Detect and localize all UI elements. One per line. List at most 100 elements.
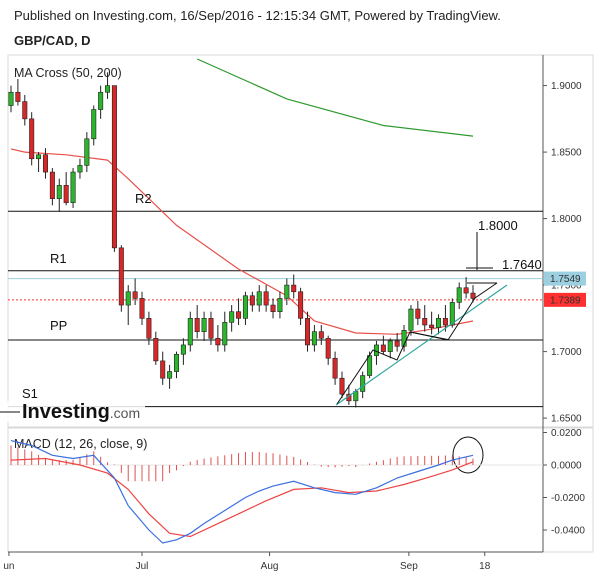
macd-lines — [10, 440, 474, 544]
candle — [167, 364, 173, 389]
candle — [249, 291, 255, 312]
candle — [29, 112, 35, 166]
price-tick-label: 1.9000 — [551, 81, 582, 92]
candle — [77, 158, 83, 179]
candle-body — [160, 360, 166, 379]
candle-body — [270, 304, 276, 312]
candle-body — [236, 311, 242, 319]
candle-body — [463, 287, 469, 294]
macd-main-line — [10, 440, 474, 544]
candle-body — [70, 171, 76, 203]
candle-body — [49, 171, 55, 199]
macd-tick-label: -0.0400 — [551, 526, 585, 537]
macd-tick-label: 0.0000 — [551, 461, 582, 472]
candle-body — [146, 318, 152, 339]
price-tick-label: 1.8500 — [551, 148, 582, 159]
candle-body — [153, 337, 159, 362]
candle-body — [470, 292, 476, 299]
time-axis-ticks: un Jul Aug Sep 18 — [3, 552, 491, 572]
candle — [422, 305, 428, 332]
candle-body — [167, 371, 173, 379]
candle-body — [422, 318, 428, 326]
candle-body — [449, 302, 455, 326]
candle — [456, 282, 462, 310]
candle-body — [84, 138, 90, 166]
candle — [470, 285, 476, 303]
candle-body — [380, 344, 386, 352]
candle — [277, 291, 283, 319]
candle — [298, 287, 304, 325]
macd-cross-circle — [452, 436, 484, 474]
candle — [139, 291, 145, 325]
candle — [373, 340, 379, 365]
candle — [132, 278, 138, 306]
candle-body — [387, 340, 393, 352]
level-r2-label: R2 — [135, 191, 152, 206]
price-axis-ticks: 1.9000 1.8500 1.8000 1.7500 1.7000 1.6500 — [543, 81, 582, 425]
annotation-drawings — [335, 232, 508, 474]
candle — [291, 274, 297, 299]
candle-body — [277, 298, 283, 312]
candle-body — [291, 284, 297, 293]
candle — [42, 148, 48, 179]
ma-cross-label: MA Cross (50, 200) — [14, 66, 122, 80]
candle-body — [298, 291, 304, 319]
candle-body — [201, 318, 207, 332]
price-label-1-7549: 1.7549 — [550, 274, 581, 285]
candle — [387, 338, 393, 359]
candle — [8, 85, 14, 113]
candle — [56, 178, 62, 212]
candle — [105, 72, 111, 99]
candlestick-series — [8, 72, 476, 408]
candle — [394, 332, 400, 352]
price-tick-label: 1.7000 — [551, 347, 582, 358]
candle-body — [208, 318, 214, 339]
candle-body — [139, 298, 145, 319]
candle — [91, 105, 97, 146]
candle — [284, 278, 290, 306]
candle-body — [111, 85, 117, 249]
candle — [360, 371, 366, 399]
candle — [215, 325, 221, 352]
candle — [401, 325, 407, 352]
candle — [339, 371, 345, 399]
candle — [160, 351, 166, 385]
candle-body — [394, 340, 400, 347]
candle-body — [56, 185, 62, 199]
candle — [229, 305, 235, 332]
candle — [49, 168, 55, 206]
candle — [125, 285, 131, 325]
candle — [305, 311, 311, 352]
logo-text: Investing.com — [22, 401, 140, 423]
candle-body — [91, 109, 97, 140]
candle-body — [325, 337, 331, 359]
candle — [463, 277, 469, 299]
price-tick-label: 1.6500 — [551, 414, 582, 425]
candle-body — [77, 165, 83, 173]
candle-body — [125, 291, 131, 306]
candle-body — [180, 344, 186, 355]
candle — [173, 351, 179, 379]
candle-body — [22, 101, 28, 120]
teal-trendline — [335, 284, 508, 406]
candle — [270, 298, 276, 319]
candle — [263, 285, 269, 312]
candle-body — [305, 318, 311, 346]
candle-body — [263, 291, 269, 306]
pattern-base — [409, 331, 451, 341]
candle-body — [415, 308, 421, 319]
price-label-1-7389: 1.7389 — [550, 295, 581, 306]
candle — [22, 94, 28, 126]
candle — [318, 325, 324, 345]
candle — [436, 314, 442, 335]
candle-body — [249, 295, 255, 306]
published-info: Published on Investing.com, 16/Sep/2016 … — [14, 8, 501, 23]
candle-body — [456, 287, 462, 303]
candle-body — [215, 337, 221, 346]
macd-label: MACD (12, 26, close, 9) — [14, 437, 147, 451]
main-pane-frame — [7, 54, 594, 428]
candle — [242, 291, 248, 325]
candle — [180, 338, 186, 365]
price-tick-label: 1.7500 — [551, 281, 582, 292]
